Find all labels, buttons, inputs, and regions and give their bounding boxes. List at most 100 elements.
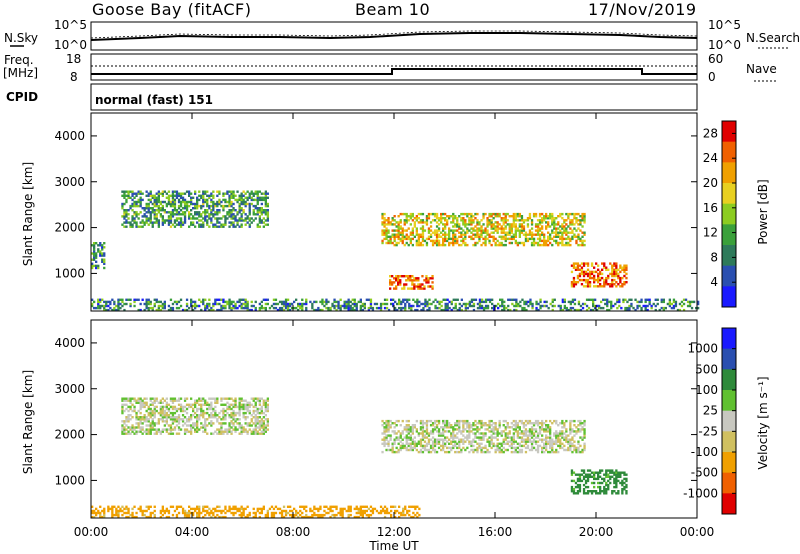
data-cell — [516, 446, 519, 450]
colorbar-tick-label: 16 — [703, 201, 718, 215]
data-cell — [464, 235, 467, 238]
data-cell — [528, 215, 532, 218]
data-cell — [549, 237, 552, 241]
data-cell — [413, 424, 416, 427]
data-cell — [448, 430, 451, 433]
data-cell — [163, 405, 166, 409]
data-cell — [258, 399, 261, 402]
data-cell — [433, 444, 437, 448]
data-cell — [624, 306, 627, 310]
data-cell — [478, 229, 481, 232]
data-cell — [440, 217, 443, 220]
data-cell — [421, 444, 425, 448]
data-cell — [419, 426, 423, 429]
data-cell — [672, 300, 676, 304]
data-cell — [149, 306, 152, 310]
data-cell — [226, 432, 229, 435]
data-cell — [143, 207, 146, 210]
data-cell — [583, 428, 586, 431]
data-cell — [547, 428, 550, 431]
data-cell — [494, 428, 497, 431]
data-cell — [397, 215, 400, 218]
data-cell — [147, 202, 150, 206]
data-cell — [480, 448, 483, 452]
data-cell — [520, 448, 524, 452]
data-cell — [411, 219, 414, 222]
data-cell — [482, 300, 486, 304]
data-cell — [246, 217, 249, 220]
data-cell — [240, 511, 243, 515]
data-cell — [494, 221, 497, 224]
data-cell — [329, 505, 332, 508]
data-cell — [149, 219, 152, 222]
data-cell — [295, 298, 298, 301]
data-cell — [559, 444, 562, 448]
data-cell — [476, 229, 479, 232]
data-cell — [131, 430, 134, 433]
data-cell — [383, 440, 386, 443]
data-cell — [93, 258, 96, 261]
data-cell — [503, 308, 506, 312]
data-cell — [185, 202, 189, 206]
data-cell — [419, 432, 423, 435]
data-cell — [565, 227, 568, 230]
data-cell — [214, 223, 217, 226]
data-cell — [204, 422, 207, 425]
data-cell — [547, 424, 550, 427]
data-cell — [252, 198, 255, 202]
data-cell — [387, 235, 390, 238]
data-cell — [586, 272, 590, 276]
data-cell — [510, 241, 513, 245]
data-cell — [551, 444, 554, 448]
data-cell — [492, 223, 495, 226]
data-cell — [274, 306, 278, 310]
data-cell — [492, 422, 495, 425]
data-cell — [339, 308, 342, 312]
data-cell — [512, 442, 515, 445]
data-cell — [383, 436, 386, 439]
data-cell — [188, 215, 191, 218]
data-cell — [403, 237, 406, 241]
data-cell — [149, 200, 152, 204]
data-cell — [496, 227, 499, 230]
data-cell — [252, 304, 255, 308]
data-cell — [252, 432, 255, 435]
data-cell — [315, 507, 318, 511]
data-cell — [543, 444, 546, 448]
data-cell — [427, 235, 431, 238]
data-cell — [238, 196, 241, 199]
data-cell — [504, 235, 507, 238]
data-cell — [248, 411, 251, 415]
data-cell — [242, 298, 245, 301]
data-cell — [515, 304, 518, 308]
data-cell — [437, 233, 441, 236]
data-cell — [460, 217, 463, 220]
data-cell — [121, 207, 124, 210]
data-cell — [232, 418, 235, 421]
data-cell — [387, 221, 390, 224]
data-cell — [407, 424, 410, 427]
data-cell — [611, 283, 614, 286]
data-cell — [232, 507, 235, 511]
data-cell — [121, 223, 124, 226]
data-cell — [391, 450, 394, 454]
data-cell — [155, 217, 158, 220]
data-cell — [381, 442, 384, 445]
data-cell — [200, 403, 203, 406]
data-cell — [396, 302, 399, 306]
data-cell — [143, 420, 146, 423]
data-cell — [121, 428, 124, 431]
data-cell — [228, 430, 231, 433]
data-cell — [615, 471, 618, 474]
data-cell — [264, 414, 267, 417]
data-cell — [125, 432, 128, 435]
data-cell — [600, 306, 603, 310]
data-cell — [224, 511, 227, 515]
data-cell — [531, 304, 534, 308]
data-cell — [464, 233, 467, 236]
data-cell — [232, 399, 235, 402]
data-cell — [456, 217, 459, 220]
data-cell — [484, 298, 488, 301]
data-cell — [607, 475, 610, 478]
data-cell — [367, 298, 370, 301]
